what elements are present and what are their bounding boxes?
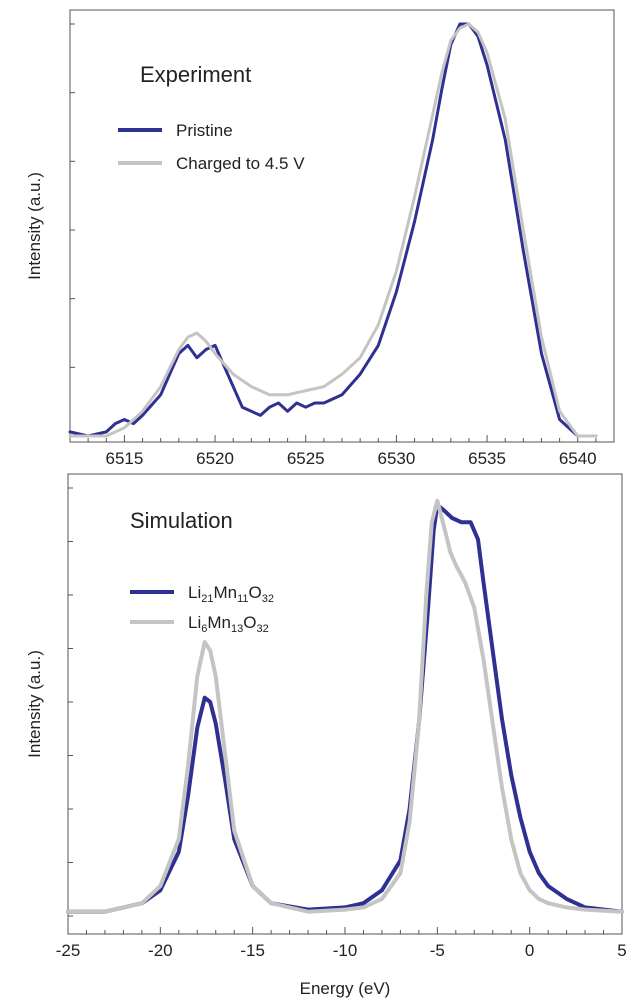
experiment-panel: 6515 6520 6525 6530 6535 6540 Experiment Inte… bbox=[25, 9, 615, 468]
experiment-y-axis-label: Intensity (a.u.) bbox=[25, 172, 44, 280]
simulation-panel-title: Simulation bbox=[130, 508, 233, 533]
simulation-series-1 bbox=[66, 498, 624, 914]
simulation-y-ticks bbox=[68, 487, 73, 917]
simulation-x-tick-label: -20 bbox=[148, 941, 173, 960]
experiment-x-ticks: 6515 6520 6525 6530 6535 6540 bbox=[69, 435, 615, 468]
experiment-x-tick-label: 6520 bbox=[196, 449, 234, 468]
experiment-y-ticks bbox=[70, 23, 75, 437]
simulation-x-tick-label: -5 bbox=[430, 941, 445, 960]
simulation-plot-frame bbox=[67, 473, 623, 935]
simulation-legend-label: Li6Mn13O32 bbox=[188, 613, 269, 635]
simulation-x-axis-label: Energy (eV) bbox=[300, 979, 391, 998]
experiment-x-tick-label: 6540 bbox=[559, 449, 597, 468]
experiment-series-0 bbox=[68, 22, 598, 438]
simulation-series-0 bbox=[66, 503, 624, 914]
simulation-legend: Li21Mn11O32 Li6Mn13O32 bbox=[130, 583, 274, 635]
simulation-x-tick-label: -25 bbox=[56, 941, 81, 960]
experiment-legend: Pristine Charged to 4.5 V bbox=[118, 121, 305, 173]
simulation-x-tick-label: -10 bbox=[333, 941, 358, 960]
simulation-legend-label: Li21Mn11O32 bbox=[188, 583, 274, 605]
experiment-x-tick-label: 6535 bbox=[468, 449, 506, 468]
simulation-x-tick-label: 0 bbox=[525, 941, 534, 960]
experiment-x-tick-label: 6525 bbox=[287, 449, 325, 468]
experiment-x-tick-label: 6515 bbox=[105, 449, 143, 468]
simulation-x-ticks: -25 -20 -15 -10 -5 0 5 bbox=[56, 927, 627, 960]
experiment-legend-label: Pristine bbox=[176, 121, 233, 140]
experiment-x-tick-label: 6530 bbox=[377, 449, 415, 468]
simulation-x-tick-label: -15 bbox=[240, 941, 265, 960]
experiment-panel-title: Experiment bbox=[140, 62, 251, 87]
simulation-x-tick-label: 5 bbox=[617, 941, 626, 960]
simulation-y-axis-label: Intensity (a.u.) bbox=[25, 650, 44, 758]
experiment-series-1 bbox=[68, 22, 598, 438]
simulation-panel: -25 -20 -15 -10 -5 0 5 Simulation Intensity (a… bbox=[25, 473, 627, 998]
experiment-series bbox=[68, 22, 598, 438]
simulation-series bbox=[66, 498, 624, 914]
experiment-legend-label: Charged to 4.5 V bbox=[176, 154, 305, 173]
